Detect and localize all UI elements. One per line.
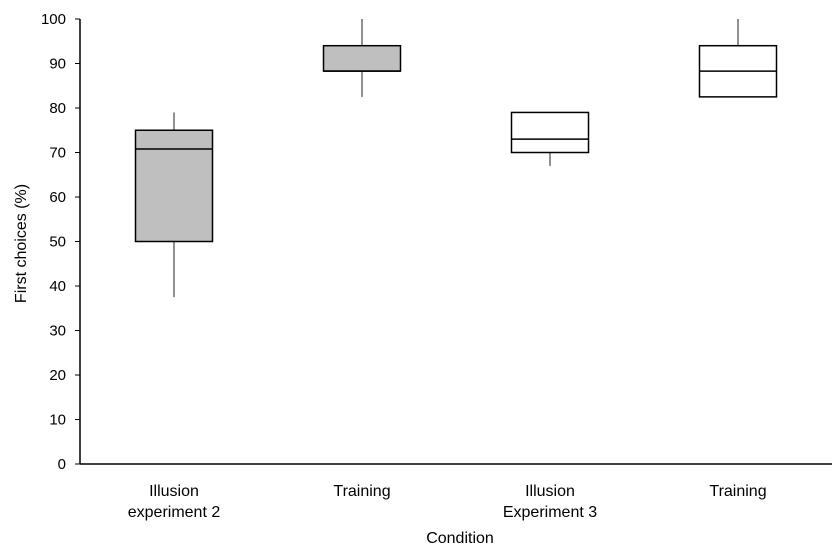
y-tick-label: 20 [49, 367, 66, 384]
box-group [322, 19, 402, 97]
y-tick-label: 70 [49, 145, 66, 162]
x-category-label: Illusion experiment 2 [128, 483, 221, 521]
y-tick-label: 10 [49, 412, 66, 429]
y-tick-label: 60 [49, 189, 66, 206]
x-axis-category-labels: Illusion experiment 2 Training Illusion Expe… [128, 483, 767, 521]
x-category-label: Training [709, 483, 766, 500]
x-category-label-line: Illusion [149, 483, 199, 500]
y-tick-label: 80 [49, 100, 66, 117]
x-category-label: Illusion Experiment 3 [503, 483, 597, 521]
x-category-label-line: Illusion [525, 483, 575, 500]
y-axis-title: First choices (%) [13, 184, 30, 303]
y-tick-label: 40 [49, 278, 66, 295]
y-tick-label: 30 [49, 323, 66, 340]
x-category-label-line: experiment 2 [128, 504, 221, 521]
y-tick-label: 50 [49, 234, 66, 251]
x-category-label-line: Experiment 3 [503, 504, 597, 521]
y-tick-label: 90 [49, 56, 66, 73]
box-group [134, 112, 214, 298]
iqr-box [322, 44, 402, 72]
iqr-box [134, 129, 214, 243]
y-tick-label: 100 [41, 11, 66, 28]
box-group [698, 19, 778, 98]
box-plot-series [134, 19, 778, 298]
y-axis-ticks: 0 10 20 30 40 50 60 70 80 90 100 [41, 11, 80, 473]
x-category-label-line: Training [709, 483, 766, 500]
y-tick-label: 0 [58, 456, 66, 473]
x-category-label-line: Training [333, 483, 390, 500]
x-category-label: Training [333, 483, 390, 500]
iqr-box [510, 111, 590, 154]
x-axis-title: Condition [426, 530, 494, 547]
box-group [510, 111, 590, 166]
